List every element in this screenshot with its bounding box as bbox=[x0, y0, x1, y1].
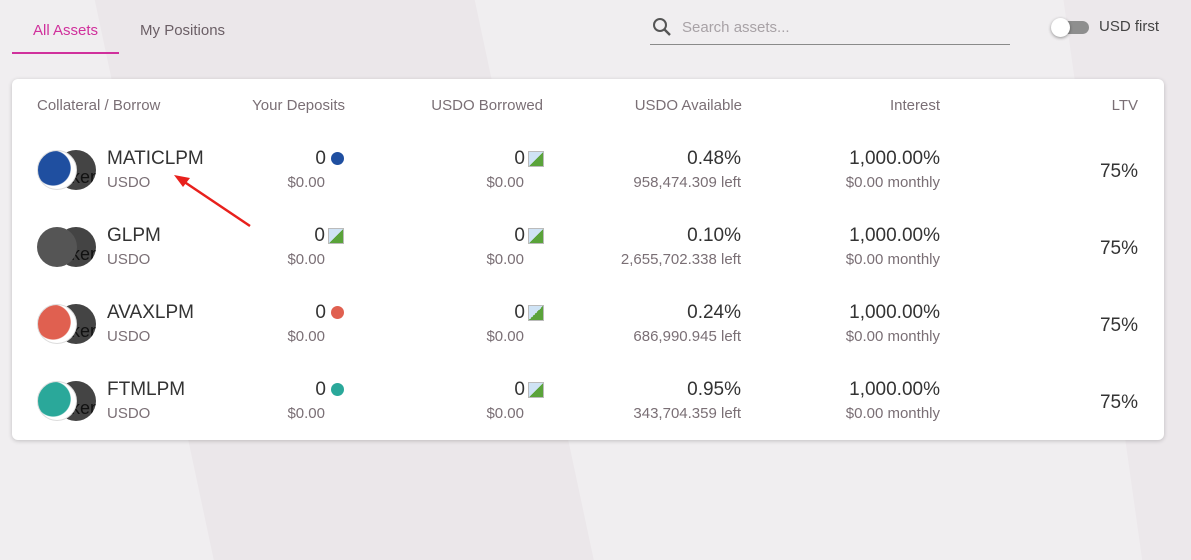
table-row[interactable]: token AVAXLPM USDO 0 $0.00 0 $0.00 0.24%… bbox=[12, 288, 1164, 365]
search-input[interactable] bbox=[682, 18, 1002, 36]
toggle-knob bbox=[1051, 18, 1070, 37]
search-field bbox=[650, 10, 1010, 45]
interest-monthly: $0.00 monthly bbox=[845, 328, 940, 345]
deposit-usd: $0.00 bbox=[287, 251, 325, 268]
broken-image-icon bbox=[528, 150, 544, 167]
avax-character-icon bbox=[331, 306, 344, 320]
ltv-value: 75% bbox=[1099, 392, 1138, 413]
available-percent: 0.10% bbox=[687, 225, 741, 246]
available-percent: 0.24% bbox=[687, 302, 741, 323]
ftm-ghost-icon bbox=[37, 381, 77, 421]
available-left: 958,474.309 left bbox=[633, 174, 741, 191]
interest-monthly: $0.00 monthly bbox=[845, 251, 940, 268]
table-row[interactable]: token MATICLPM USDO 0 $0.00 0 $0.00 0.48… bbox=[12, 134, 1164, 211]
borrowed-usd: $0.00 bbox=[486, 174, 524, 191]
interest-rate: 1,000.00% bbox=[849, 225, 940, 246]
borrowed-amount: 0 bbox=[514, 148, 525, 169]
tab-my-positions[interactable]: My Positions bbox=[140, 22, 226, 39]
interest-rate: 1,000.00% bbox=[849, 302, 940, 323]
deposit-usd: $0.00 bbox=[287, 174, 325, 191]
broken-image-icon bbox=[528, 304, 544, 321]
deposit-usd: $0.00 bbox=[287, 328, 325, 345]
usd-first-label: USD first bbox=[1099, 18, 1159, 35]
borrow-asset: USDO bbox=[107, 174, 151, 191]
borrow-asset: USDO bbox=[107, 405, 151, 422]
header-ltv: LTV bbox=[1111, 97, 1138, 114]
ltv-value: 75% bbox=[1099, 161, 1138, 182]
available-left: 343,704.359 left bbox=[633, 405, 741, 422]
broken-image-icon bbox=[328, 227, 344, 244]
borrowed-amount: 0 bbox=[514, 379, 525, 400]
borrowed-amount: 0 bbox=[514, 225, 525, 246]
collateral-name: AVAXLPM bbox=[107, 302, 194, 323]
available-percent: 0.48% bbox=[687, 148, 741, 169]
borrowed-usd: $0.00 bbox=[486, 405, 524, 422]
interest-rate: 1,000.00% bbox=[849, 379, 940, 400]
header-available: USDO Available bbox=[634, 97, 742, 114]
available-left: 686,990.945 left bbox=[633, 328, 741, 345]
deposit-amount: 0 bbox=[314, 225, 325, 246]
available-percent: 0.95% bbox=[687, 379, 741, 400]
borrow-asset: USDO bbox=[107, 251, 151, 268]
header-collateral: Collateral / Borrow bbox=[37, 97, 161, 114]
search-icon bbox=[653, 18, 671, 36]
interest-monthly: $0.00 monthly bbox=[845, 405, 940, 422]
deposit-usd: $0.00 bbox=[287, 405, 325, 422]
ltv-value: 75% bbox=[1099, 315, 1138, 336]
broken-image-icon bbox=[528, 227, 544, 244]
avax-character-icon bbox=[37, 304, 77, 344]
interest-monthly: $0.00 monthly bbox=[845, 174, 940, 191]
deposit-amount: 0 bbox=[315, 379, 326, 400]
interest-rate: 1,000.00% bbox=[849, 148, 940, 169]
borrow-asset: USDO bbox=[107, 328, 151, 345]
assets-table: Collateral / Borrow Your Deposits USDO B… bbox=[12, 79, 1164, 440]
header-deposits: Your Deposits bbox=[252, 97, 345, 114]
header-interest: Interest bbox=[889, 97, 940, 114]
tab-all-assets[interactable]: All Assets bbox=[12, 12, 120, 54]
available-left: 2,655,702.338 left bbox=[620, 251, 741, 268]
collateral-name: MATICLPM bbox=[107, 148, 204, 169]
broken-image-icon bbox=[528, 381, 544, 398]
borrowed-usd: $0.00 bbox=[486, 328, 524, 345]
matic-dragon-icon bbox=[331, 152, 344, 166]
deposit-amount: 0 bbox=[315, 148, 326, 169]
collateral-name: GLPM bbox=[107, 225, 161, 246]
ftm-ghost-icon bbox=[331, 383, 344, 397]
annotation-arrow bbox=[174, 175, 251, 228]
usd-first-toggle[interactable] bbox=[1051, 18, 1089, 37]
table-row[interactable]: token GLPM USDO 0 $0.00 0 $0.00 0.10% 2,… bbox=[12, 211, 1164, 288]
borrowed-usd: $0.00 bbox=[486, 251, 524, 268]
ltv-value: 75% bbox=[1099, 238, 1138, 259]
collateral-name: FTMLPM bbox=[107, 379, 186, 400]
deposit-amount: 0 bbox=[315, 302, 326, 323]
borrowed-amount: 0 bbox=[514, 302, 525, 323]
tab-bar: All Assets My Positions bbox=[12, 12, 246, 54]
broken-image-icon bbox=[37, 227, 77, 267]
matic-dragon-icon bbox=[37, 150, 77, 190]
header-borrowed: USDO Borrowed bbox=[431, 97, 543, 114]
table-row[interactable]: token FTMLPM USDO 0 $0.00 0 $0.00 0.95% … bbox=[12, 365, 1164, 442]
